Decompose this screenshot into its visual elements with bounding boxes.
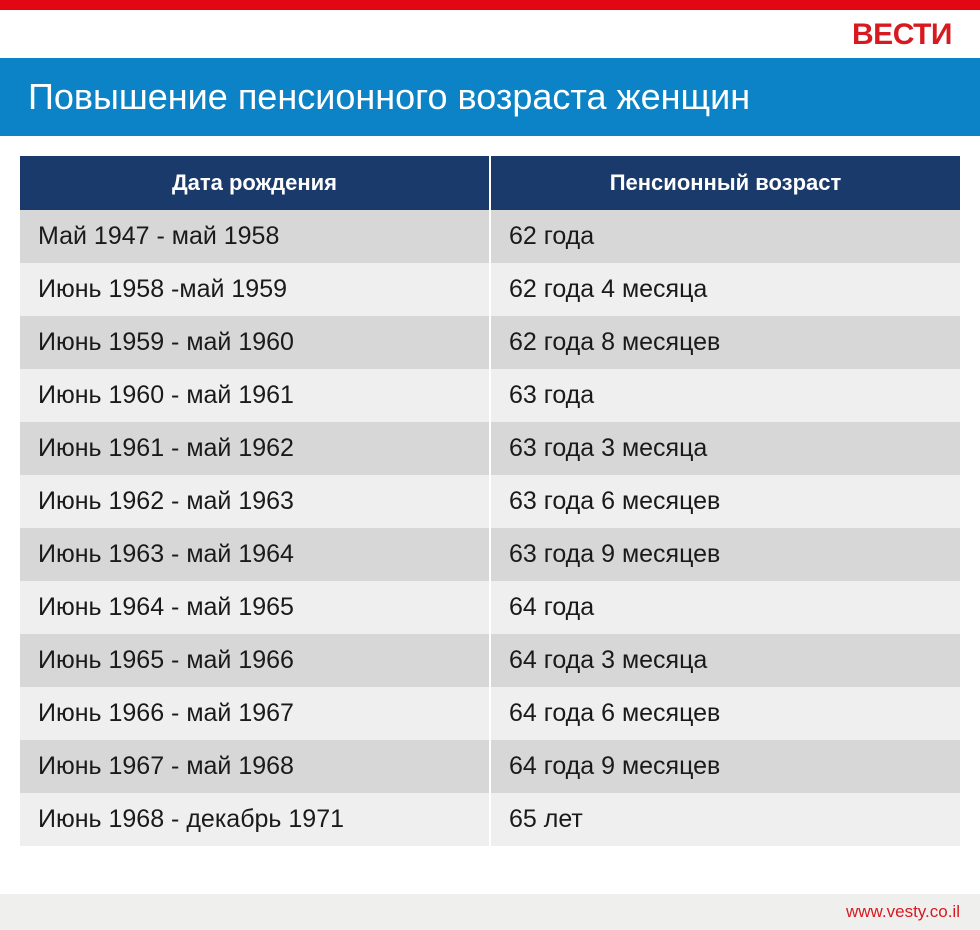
cell-pension-age: 63 года 6 месяцев	[490, 475, 960, 528]
cell-birth-date: Июнь 1962 - май 1963	[20, 475, 490, 528]
table-container: Дата рождения Пенсионный возраст Май 194…	[0, 136, 980, 846]
pension-table: Дата рождения Пенсионный возраст Май 194…	[20, 156, 960, 846]
cell-pension-age: 65 лет	[490, 793, 960, 846]
cell-birth-date: Июнь 1967 - май 1968	[20, 740, 490, 793]
table-row: Май 1947 - май 195862 года	[20, 210, 960, 263]
footer: www.vesty.co.il	[0, 894, 980, 930]
col-pension-age: Пенсионный возраст	[490, 156, 960, 210]
table-row: Июнь 1960 - май 196163 года	[20, 369, 960, 422]
cell-birth-date: Июнь 1958 -май 1959	[20, 263, 490, 316]
cell-pension-age: 62 года	[490, 210, 960, 263]
footer-url: www.vesty.co.il	[846, 902, 960, 921]
cell-birth-date: Июнь 1964 - май 1965	[20, 581, 490, 634]
brand-row: ВЕСТИ	[0, 10, 980, 58]
cell-pension-age: 64 года 3 месяца	[490, 634, 960, 687]
table-header-row: Дата рождения Пенсионный возраст	[20, 156, 960, 210]
cell-pension-age: 64 года 6 месяцев	[490, 687, 960, 740]
cell-birth-date: Июнь 1963 - май 1964	[20, 528, 490, 581]
table-row: Июнь 1962 - май 196363 года 6 месяцев	[20, 475, 960, 528]
cell-pension-age: 62 года 8 месяцев	[490, 316, 960, 369]
table-row: Июнь 1963 - май 196463 года 9 месяцев	[20, 528, 960, 581]
cell-pension-age: 63 года 9 месяцев	[490, 528, 960, 581]
table-row: Июнь 1961 - май 196263 года 3 месяца	[20, 422, 960, 475]
cell-birth-date: Июнь 1959 - май 1960	[20, 316, 490, 369]
cell-birth-date: Июнь 1960 - май 1961	[20, 369, 490, 422]
table-row: Июнь 1964 - май 196564 года	[20, 581, 960, 634]
cell-pension-age: 62 года 4 месяца	[490, 263, 960, 316]
cell-birth-date: Июнь 1968 - декабрь 1971	[20, 793, 490, 846]
cell-pension-age: 63 года 3 месяца	[490, 422, 960, 475]
page-title: Повышение пенсионного возраста женщин	[0, 58, 980, 136]
cell-birth-date: Июнь 1966 - май 1967	[20, 687, 490, 740]
table-row: Июнь 1958 -май 195962 года 4 месяца	[20, 263, 960, 316]
table-row: Июнь 1967 - май 196864 года 9 месяцев	[20, 740, 960, 793]
table-row: Июнь 1968 - декабрь 197165 лет	[20, 793, 960, 846]
cell-birth-date: Июнь 1965 - май 1966	[20, 634, 490, 687]
brand-logo: ВЕСТИ	[852, 18, 952, 52]
cell-birth-date: Май 1947 - май 1958	[20, 210, 490, 263]
cell-pension-age: 64 года	[490, 581, 960, 634]
cell-pension-age: 63 года	[490, 369, 960, 422]
cell-birth-date: Июнь 1961 - май 1962	[20, 422, 490, 475]
cell-pension-age: 64 года 9 месяцев	[490, 740, 960, 793]
top-accent-bar	[0, 0, 980, 10]
table-row: Июнь 1966 - май 196764 года 6 месяцев	[20, 687, 960, 740]
col-birth-date: Дата рождения	[20, 156, 490, 210]
table-row: Июнь 1965 - май 196664 года 3 месяца	[20, 634, 960, 687]
table-row: Июнь 1959 - май 196062 года 8 месяцев	[20, 316, 960, 369]
